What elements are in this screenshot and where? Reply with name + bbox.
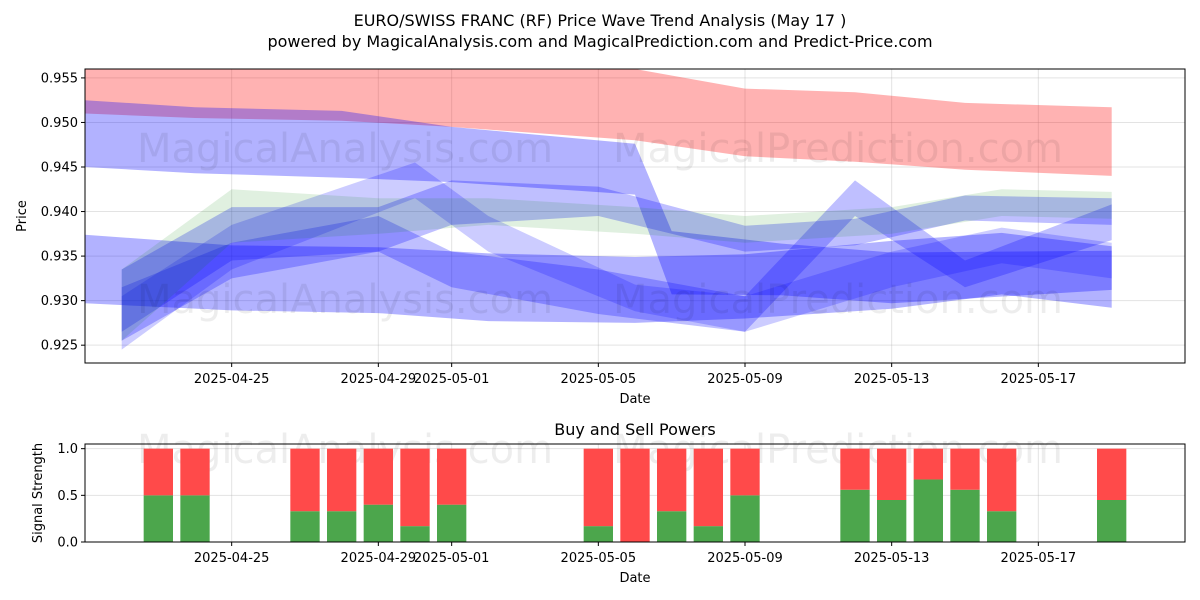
watermark-analysis-2: MagicalAnalysis.com [137,277,553,323]
chart-title: EURO/SWISS FRANC (RF) Price Wave Trend A… [354,11,847,30]
signal-x-tick-label: 2025-05-09 [707,551,783,566]
price-x-tick-label: 2025-04-29 [341,372,417,387]
signal-y-tick-label: 1.0 [57,442,78,457]
signal-x-tick-label: 2025-05-17 [1001,551,1077,566]
price-watermarks: MagicalAnalysis.com MagicalPrediction.co… [137,126,1063,323]
signal-chart: Buy and Sell Powers MagicalAnalysis.com … [31,420,1186,586]
watermark-prediction-2: MagicalPrediction.com [613,277,1063,323]
sell-bar [840,448,870,490]
price-bands [85,69,1112,350]
price-x-label: Date [619,392,650,407]
buy-bar [950,489,980,542]
sell-bar [693,448,723,527]
signal-bars [143,448,1127,542]
price-band-blue-2 [85,232,1112,323]
price-x-tick-label: 2025-05-09 [707,372,783,387]
price-band-blue-4 [121,180,1112,341]
buy-bar [730,495,760,542]
sell-bar [400,448,430,527]
price-y-tick-label: 0.950 [41,116,78,131]
sell-bar [327,448,357,512]
signal-x-label: Date [619,571,650,586]
sell-bar [143,448,173,496]
price-x-tick-label: 2025-05-05 [561,372,637,387]
buy-bar [437,504,467,542]
signal-x-tick-label: 2025-05-05 [561,551,637,566]
price-band-blue-1 [85,100,1112,304]
sell-bar [657,448,687,512]
signal-y-label: Signal Strength [31,443,46,543]
price-y-tick-label: 0.945 [41,161,78,176]
sell-bar [987,448,1017,512]
sell-bar [180,448,210,496]
buy-bar [840,489,870,542]
buy-bar [363,504,393,542]
price-y-ticks: 0.925 0.930 0.935 0.940 0.945 0.950 0.955 [41,71,85,354]
watermark-analysis-1: MagicalAnalysis.com [137,126,553,172]
price-x-tick-label: 2025-05-01 [414,372,490,387]
buy-bar [693,526,723,542]
chart-subtitle: powered by MagicalAnalysis.com and Magic… [267,32,932,51]
buy-bar [657,511,687,542]
price-x-tick-label: 2025-05-13 [854,372,930,387]
buy-bar [987,511,1017,542]
buy-bar [913,479,943,542]
price-band-green-6 [121,189,1112,341]
price-band-blue-5 [121,162,1112,350]
signal-y-tick-label: 0.5 [57,489,78,504]
price-y-tick-label: 0.930 [41,294,78,309]
signal-x-tick-label: 2025-05-01 [414,551,490,566]
sell-bar [730,448,760,496]
buy-bar [290,511,320,542]
buy-bar [143,495,173,542]
sell-bar [290,448,320,512]
sell-bar [437,448,467,505]
sell-bar [913,448,943,480]
buy-bar [877,500,907,542]
buy-bar [583,526,613,542]
buy-bar [327,511,357,542]
price-axes-frame [84,68,1186,364]
price-y-tick-label: 0.925 [41,339,78,354]
buy-bar [400,526,430,542]
signal-axes-frame [84,443,1186,543]
sell-bar [950,448,980,490]
price-y-tick-label: 0.940 [41,205,78,220]
price-y-label: Price [15,200,30,232]
signal-x-tick-label: 2025-04-25 [194,551,270,566]
price-grid [85,69,1185,363]
price-y-tick-label: 0.935 [41,250,78,265]
price-y-tick-label: 0.955 [41,71,78,86]
sell-bar [620,448,650,542]
signal-x-tick-label: 2025-05-13 [854,551,930,566]
price-plot-area [85,69,1185,363]
sell-bar [363,448,393,505]
signal-y-tick-label: 0.0 [57,536,78,551]
sell-bar [583,448,613,527]
price-band-red-0 [85,69,1112,176]
signal-y-ticks: 0.0 0.5 1.0 [57,442,85,551]
signal-chart-title: Buy and Sell Powers [554,420,716,439]
buy-bar [180,495,210,542]
sell-bar [877,448,907,500]
price-x-tick-label: 2025-04-25 [194,372,270,387]
price-x-tick-label: 2025-05-17 [1001,372,1077,387]
signal-x-tick-label: 2025-04-29 [341,551,417,566]
sell-bar [1097,448,1127,500]
buy-bar [1097,500,1127,542]
watermark-prediction-1: MagicalPrediction.com [613,126,1063,172]
price-band-blue-3 [121,180,1112,332]
price-chart: MagicalAnalysis.com MagicalPrediction.co… [15,68,1186,407]
